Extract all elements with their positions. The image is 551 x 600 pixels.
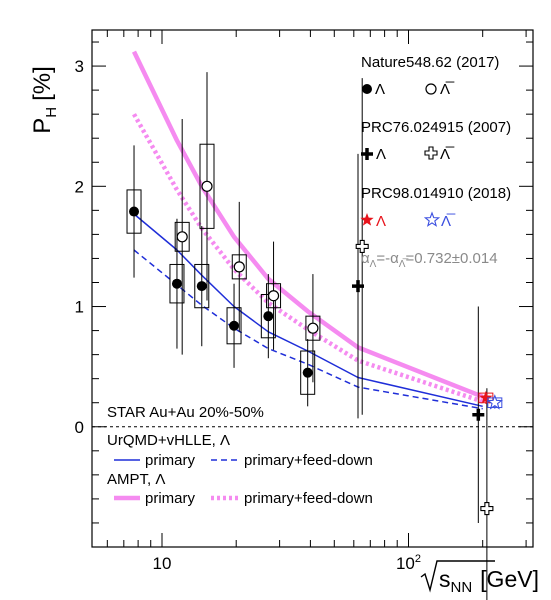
legend-marker-filled-star [360,213,374,226]
legend-marker-filled-cross [361,148,373,160]
ampt-primary-label: primary [145,490,196,507]
sqrt-symbol [420,560,495,593]
x-axis-label: sNN [GeV] [420,560,539,596]
data-point-circle-filled [229,320,240,331]
svg-text:PH[%]: PH [%] [29,66,60,134]
data-point-circle-open [307,322,319,334]
ampt-legend-title: AMPT, Λ [107,471,165,488]
sys-error-box [169,263,185,304]
data-point-circle-open [233,261,245,273]
x-tick-exponent: 2 [415,553,421,565]
ampt-feeddown-label: primary+feed-down [244,490,373,507]
system-label: STAR Au+Au 20%-50% [107,404,264,421]
x-label-main: s [439,566,451,592]
y-tick-label: 2 [75,177,84,196]
urqmd-legend-title: UrQMD+vHLLE, Λ [107,432,230,449]
legend-marker-filled-circle [362,84,372,94]
svg-text:sNN[GeV]: sNN [GeV] [439,566,539,596]
x-label-sub: NN [451,579,473,596]
data-point-circle-open [267,290,280,302]
y-label-sub: H [43,107,60,118]
legend-marker-open-star [423,211,441,227]
sys-error-box [300,350,316,395]
legend-label-prc76-lambda: Λ [376,146,386,163]
model-curve-0 [133,213,483,408]
sys-error-box [174,221,190,252]
data-point-circle-open [201,180,213,192]
legend-marker-open-cross [424,146,438,160]
x-tick-label: 10 [153,554,172,573]
y-label-main: P [29,118,56,134]
sys-error-box [126,189,142,234]
y-tick-label: 1 [75,298,84,317]
sys-error-box [231,254,247,280]
plot-frame [91,29,534,548]
legend-label-prc98-lambda: Λ [376,213,386,230]
sys-error-box [305,315,321,341]
data-point-circle-filled [129,206,140,217]
alpha-mid: =-α [376,250,399,267]
data-point-circle-open [176,231,188,243]
plot-area: 0 1 2 3 10 102 [75,29,534,600]
y-tick-label: 0 [75,418,84,437]
data-point-cross-filled [472,408,485,421]
sys-error-box [199,143,215,229]
data-point-circle-filled [302,367,313,378]
data-point-circle-filled [263,311,274,322]
alpha-annotation: αΛ=-αΛ̅=0.732±0.014 [361,250,498,270]
alpha-sub-antilambda: Λ̅ [399,258,409,270]
y-tick-label: 3 [75,57,84,76]
legend-models: STAR Au+Au 20%-50% UrQMD+vHLLE, Λ primar… [107,404,373,507]
urqmd-primary-label: primary [145,452,196,469]
data-point-star-open [486,394,503,410]
alpha-sub-lambda: Λ [370,259,377,270]
legend-label-nature-lambda: Λ [375,81,385,98]
legend-title-prc76: PRC76.024915 (2007) [361,119,511,136]
data-point-circle-filled [171,278,182,289]
urqmd-feeddown-label: primary+feed-down [244,452,373,469]
alpha-value: =0.732±0.014 [405,250,497,267]
alpha-symbol: α [361,250,370,267]
sys-error-box [194,263,210,309]
legend-title-nature: Nature548.62 (2017) [361,54,499,71]
data-point-cross-open [480,501,494,516]
data-point-circle-filled [196,281,207,292]
model-curve-1 [133,249,483,410]
model-curve-2 [131,50,484,399]
x-label-unit: [GeV] [480,566,539,592]
legend-title-prc98: PRC98.014910 (2018) [361,185,511,202]
legend-marker-open-circle [425,83,437,95]
data-point-star-filled [479,390,493,404]
y-axis-label: PH [%] [29,66,60,134]
sys-error-box [226,307,242,345]
x-tick-label: 102 [396,553,421,573]
data-point-cross-open [355,239,369,253]
y-label-unit: [%] [29,66,56,101]
sys-error-box [266,283,282,309]
